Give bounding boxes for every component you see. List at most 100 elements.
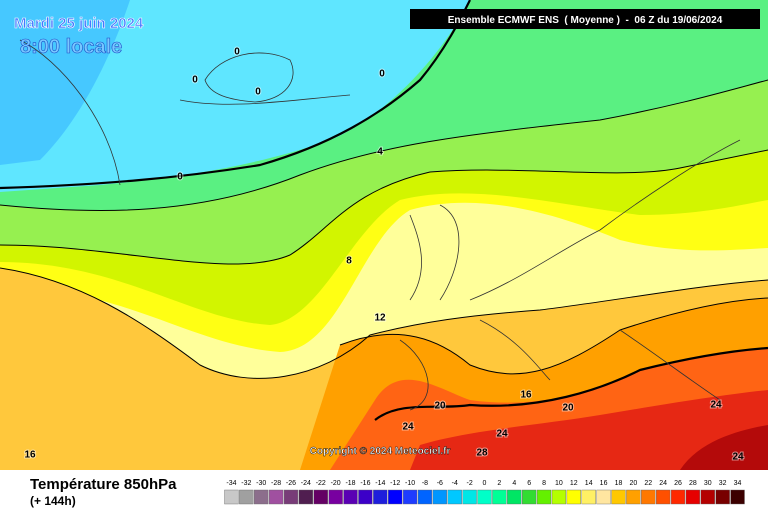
footer-subtitle: (+ 144h) — [30, 494, 76, 508]
legend-swatch — [268, 489, 284, 505]
legend-swatch — [447, 489, 462, 505]
legend-swatch — [551, 489, 567, 505]
legend-swatch — [432, 489, 447, 505]
contour-label: 24 — [732, 452, 744, 463]
legend-swatch — [462, 489, 477, 505]
legend-label: 6 — [527, 480, 531, 487]
legend-swatch — [417, 489, 433, 505]
contour-label: 0 — [192, 75, 198, 86]
legend-label: 8 — [542, 480, 546, 487]
legend-label: -4 — [452, 480, 458, 487]
legend-label: 32 — [719, 480, 727, 487]
legend-label: 2 — [497, 480, 501, 487]
legend-label: 26 — [674, 480, 682, 487]
legend-label: -34 — [226, 480, 236, 487]
legend-label: 28 — [689, 480, 697, 487]
legend-swatch — [581, 489, 596, 505]
legend-label: 30 — [704, 480, 712, 487]
contour-label: 0 — [177, 172, 183, 183]
legend-label: -20 — [331, 480, 341, 487]
legend-swatch — [566, 489, 581, 505]
legend-label: 14 — [585, 480, 593, 487]
legend-swatch — [373, 489, 388, 505]
contour-label: 16 — [520, 390, 532, 401]
legend-swatch — [700, 489, 715, 505]
legend-label: 4 — [512, 480, 516, 487]
legend-label: 24 — [659, 480, 667, 487]
legend-swatch — [283, 489, 299, 505]
legend-swatch — [611, 489, 626, 505]
legend-swatch — [685, 489, 701, 505]
legend-swatch — [670, 489, 686, 505]
band-red — [410, 390, 768, 470]
legend-swatch — [492, 489, 507, 505]
contour-label: 0 — [234, 47, 240, 58]
legend-swatch — [402, 489, 418, 505]
band-darkred — [680, 425, 768, 470]
legend-swatch — [224, 489, 239, 505]
contour-label: 8 — [346, 256, 352, 267]
contour-label: 0 — [255, 87, 261, 98]
legend-swatch — [641, 489, 656, 505]
legend-label: 18 — [615, 480, 623, 487]
legend-label: -18 — [345, 480, 355, 487]
legend-swatch — [239, 489, 254, 505]
legend-label: 0 — [483, 480, 487, 487]
legend-swatch — [655, 489, 671, 505]
legend-label: 10 — [555, 480, 563, 487]
legend-swatch — [715, 489, 730, 505]
model-box — [410, 9, 760, 29]
forecast-date: Mardi 25 juin 2024 — [14, 15, 144, 32]
contour-label: 24 — [710, 400, 722, 411]
legend-swatch — [254, 489, 269, 505]
legend-swatch — [388, 489, 403, 505]
legend-label: 34 — [734, 480, 742, 487]
legend-label: 12 — [570, 480, 578, 487]
legend-label: -2 — [466, 480, 472, 487]
color-legend: -34 -32 -30 -28 -26 -24 -22 -20 -18 -16 -14 -12 -10-… — [224, 480, 745, 505]
legend-swatch — [298, 489, 314, 505]
contours — [0, 0, 768, 421]
contour-label: 28 — [476, 448, 488, 459]
contour-label: 4 — [377, 147, 383, 158]
legend-swatch — [536, 489, 552, 505]
legend-label: 16 — [600, 480, 608, 487]
band-cyan — [0, 0, 470, 192]
legend-swatch — [626, 489, 641, 505]
model-info: Ensemble ECMWF ENS ( Moyenne ) - 06 Z du… — [448, 15, 723, 26]
legend-label: -28 — [271, 480, 281, 487]
legend-label: -22 — [316, 480, 326, 487]
legend-swatch — [522, 489, 537, 505]
legend-label: -6 — [437, 480, 443, 487]
legend-label: -16 — [360, 480, 370, 487]
legend-label: -30 — [256, 480, 266, 487]
legend-swatch — [358, 489, 373, 505]
legend-label: -8 — [422, 480, 428, 487]
contour-label: 24 — [402, 422, 414, 433]
contour-label: 0 — [379, 69, 385, 80]
forecast-time: 8:00 locale — [20, 36, 122, 58]
legend-swatch — [477, 489, 492, 505]
legend-swatch — [730, 489, 745, 505]
legend-swatch — [328, 489, 343, 505]
legend-swatch — [343, 489, 358, 505]
copyright: Copyright © 2024 Meteociel.fr — [310, 446, 451, 457]
legend-label: 20 — [629, 480, 637, 487]
legend-label: -24 — [301, 480, 311, 487]
contour-label: 24 — [496, 429, 508, 440]
band-blue — [0, 0, 130, 165]
legend-swatch — [313, 489, 328, 505]
contour-label: 12 — [374, 313, 386, 324]
coastlines — [19, 39, 741, 411]
legend-swatch — [596, 489, 611, 505]
legend-label: 22 — [644, 480, 652, 487]
legend-label: -26 — [286, 480, 296, 487]
contour-label: 16 — [24, 450, 36, 461]
legend-label: -32 — [241, 480, 251, 487]
contour-label: 20 — [434, 401, 446, 412]
contour-label: 20 — [562, 403, 574, 414]
legend-label: -14 — [375, 480, 385, 487]
legend-swatch — [507, 489, 522, 505]
